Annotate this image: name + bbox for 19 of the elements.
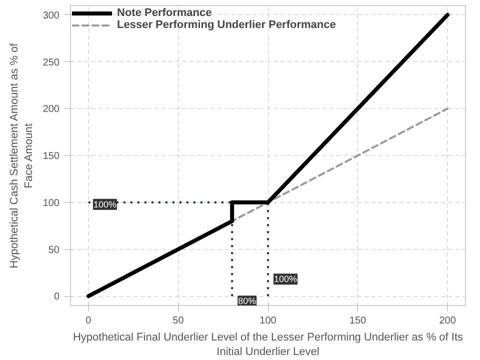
y-tick-label: 150 — [42, 151, 60, 162]
y-tick-label: 100 — [42, 198, 60, 209]
legend-label: Note Performance — [117, 7, 212, 19]
y-tick-label: 0 — [54, 292, 60, 303]
x-tick-label: 0 — [86, 316, 92, 326]
x-axis-title: Hypothetical Final Underlier Level of the Lesser Performing Underlier as % of Its Initial Underlier Level — [72, 332, 464, 358]
legend-label: Lesser Performing Underlier Performance — [117, 19, 336, 31]
y-tick-label: 250 — [42, 57, 60, 68]
annotation: 100% — [93, 199, 116, 210]
y-tick-label: 300 — [42, 10, 60, 22]
x-tick-label: 200 — [439, 316, 456, 326]
x-tick-label: 50 — [172, 316, 184, 326]
y-tick-label: 200 — [42, 104, 60, 116]
y-tick-label: 50 — [48, 244, 60, 256]
x-tick-label: 150 — [349, 316, 367, 326]
y-axis-title: Hypothetical Cash Settlement Amount as % of Face Amount — [8, 42, 35, 268]
x-tick-label: 100 — [260, 316, 277, 326]
annotation: 100% — [274, 274, 298, 284]
annotation: 80% — [238, 296, 256, 306]
